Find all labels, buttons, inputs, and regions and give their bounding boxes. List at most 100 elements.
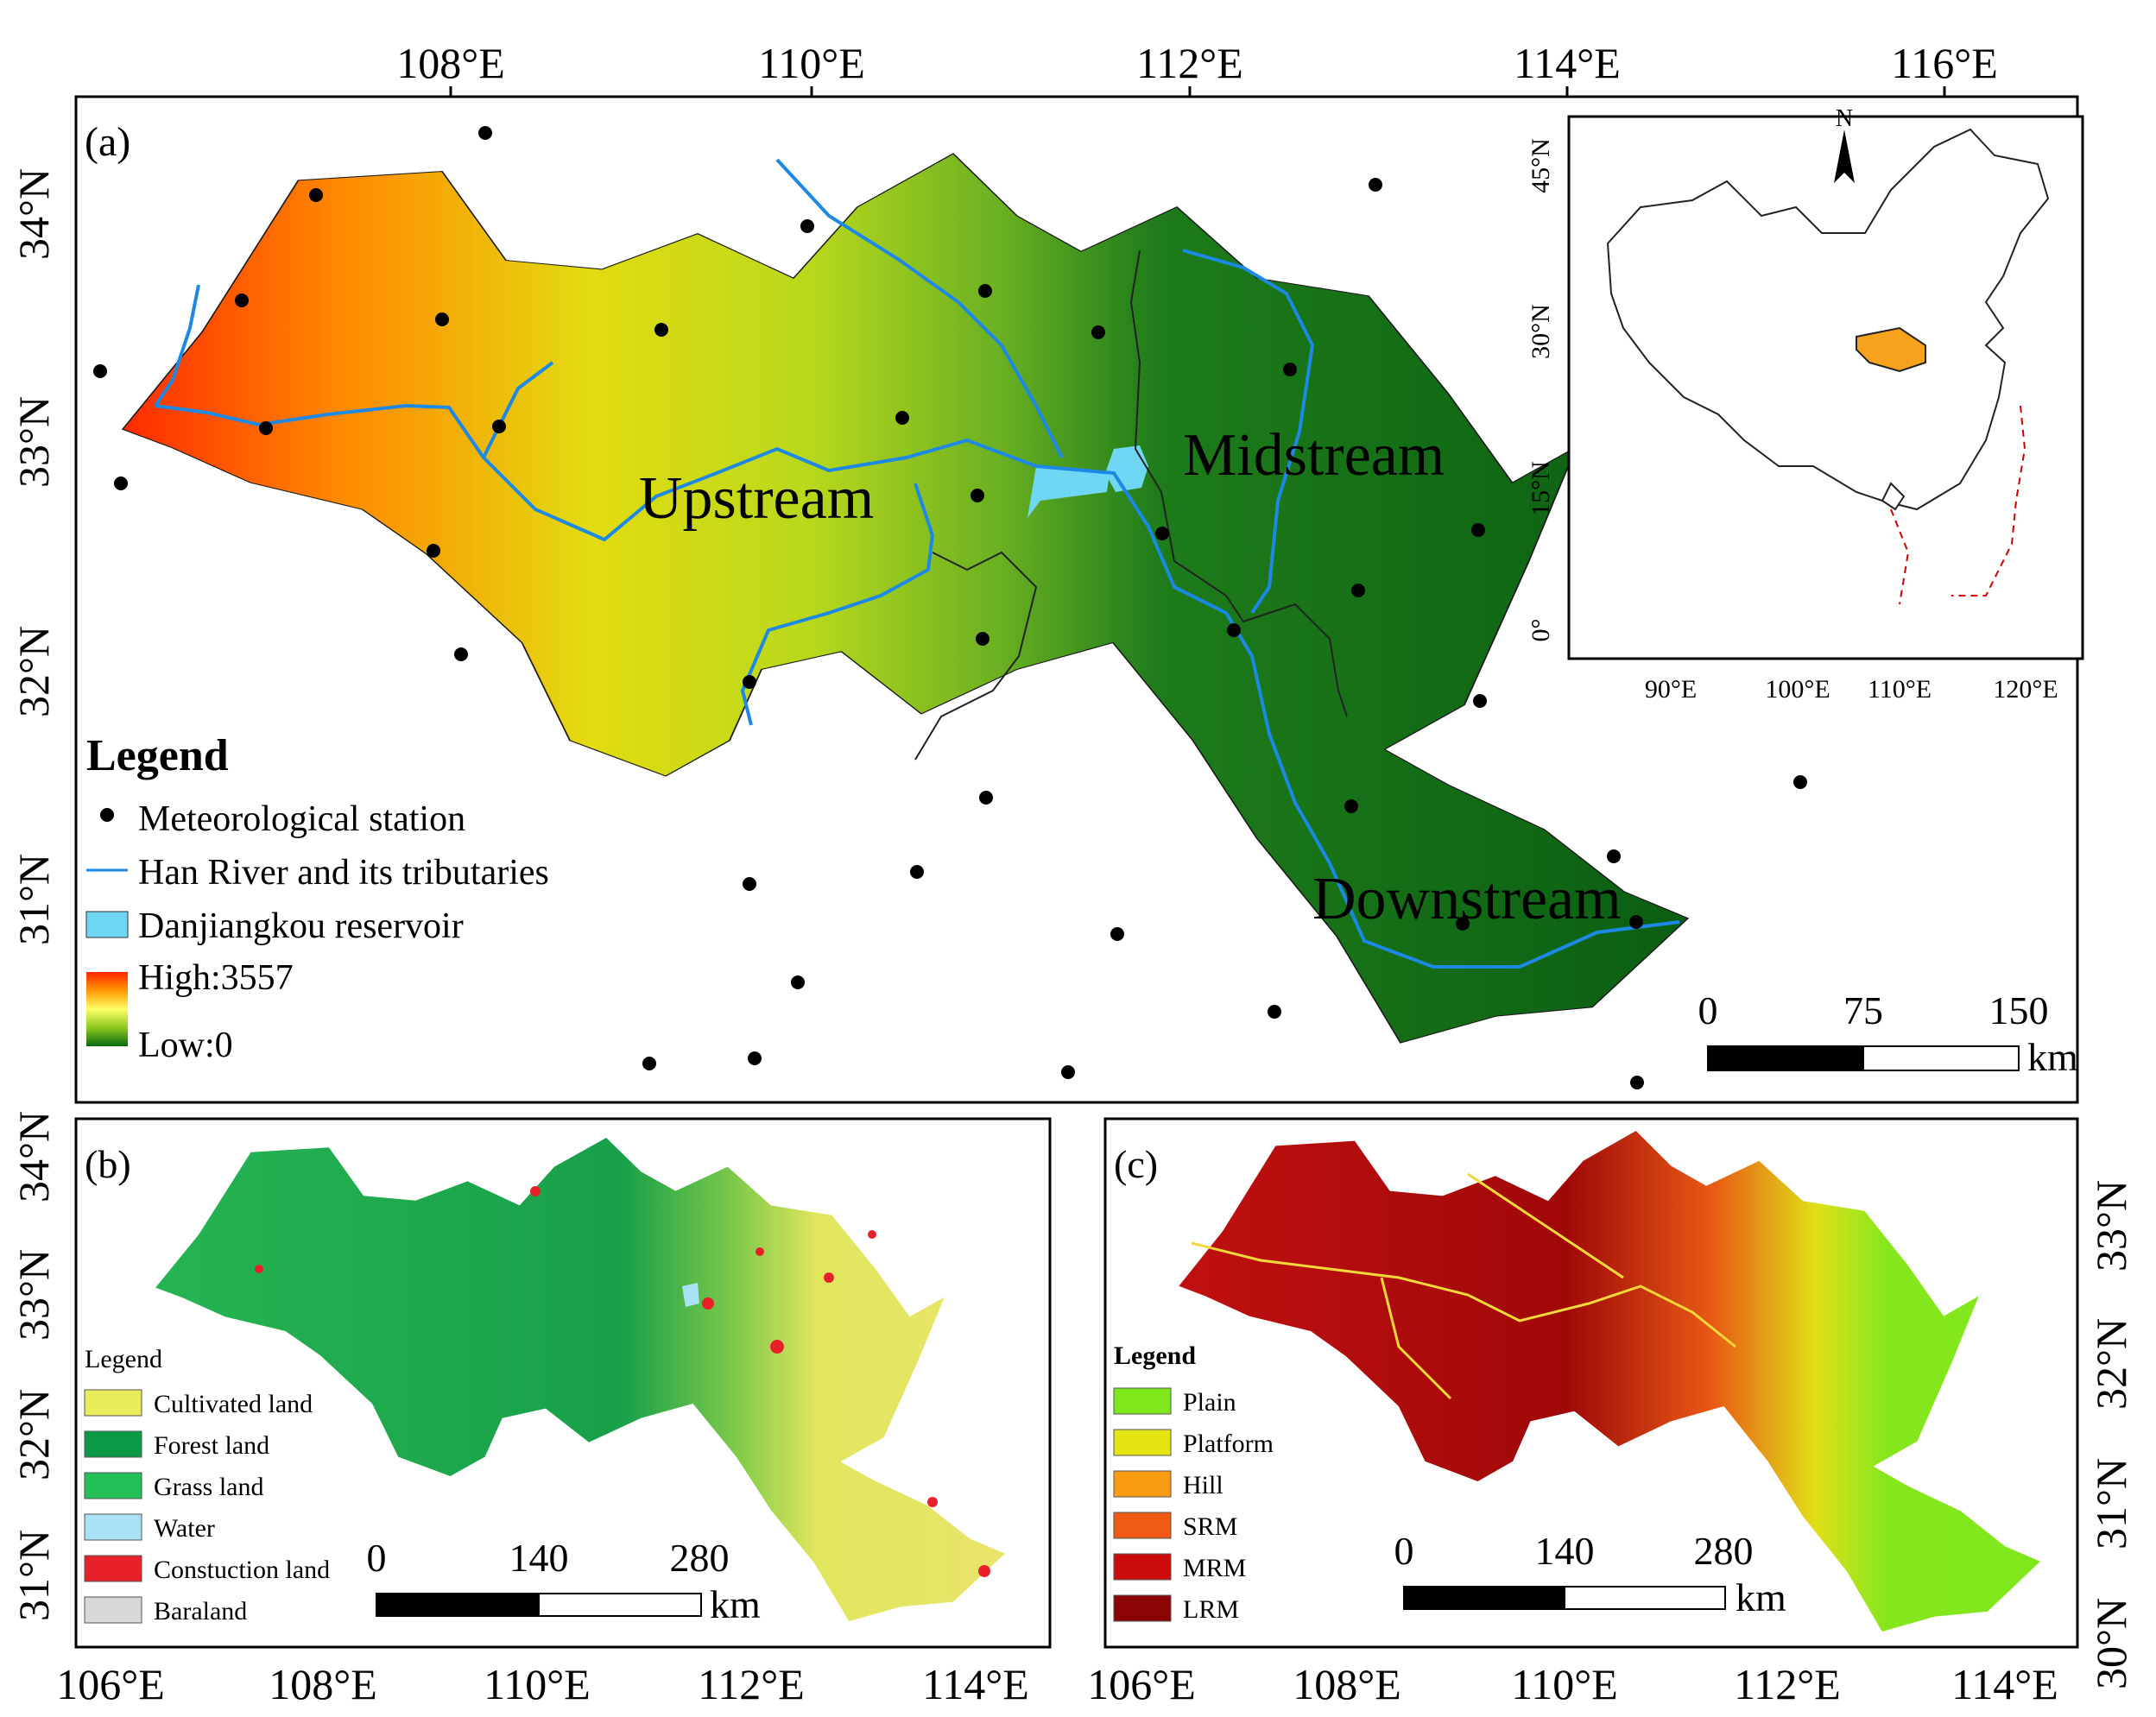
b-tick-114e: 114°E bbox=[922, 1660, 1029, 1708]
tick-33n: 33°N bbox=[9, 396, 58, 488]
tick-112e: 112°E bbox=[1136, 39, 1243, 87]
panel-b-scalebar: 0 140 280 km bbox=[367, 1536, 762, 1626]
b-tick-108e: 108°E bbox=[269, 1660, 377, 1708]
scale-a-0: 0 bbox=[1698, 988, 1718, 1032]
scale-a-75: 75 bbox=[1843, 988, 1883, 1032]
c-tick-108e: 108°E bbox=[1293, 1660, 1401, 1708]
inset-30n: 30°N bbox=[1527, 304, 1555, 359]
panel-c-label: (c) bbox=[1114, 1142, 1158, 1186]
panel-b-frame bbox=[74, 1117, 1052, 1649]
b-legend-item-swatch bbox=[84, 1555, 142, 1582]
panel-a-left-ticks: 34°N 33°N 32°N 31°N bbox=[9, 168, 58, 945]
b-legend-title: Legend bbox=[85, 1345, 162, 1373]
b-tick-110e: 110°E bbox=[484, 1660, 591, 1708]
scale-b-140: 140 bbox=[509, 1536, 569, 1580]
b-legend-item-label: Grass land bbox=[154, 1473, 263, 1501]
tick-114e: 114°E bbox=[1514, 39, 1621, 87]
legend-river: Han River and its tributaries bbox=[138, 853, 549, 893]
inset-0: 0° bbox=[1527, 619, 1555, 642]
b-tick-32n: 32°N bbox=[9, 1389, 58, 1480]
panel-a-top-ticks: 108°E 110°E 112°E 114°E 116°E bbox=[396, 39, 1998, 87]
c-legend-item-label: Platform bbox=[1183, 1430, 1274, 1458]
b-legend-item-label: Cultivated land bbox=[154, 1390, 313, 1418]
inset-90e: 90°E bbox=[1645, 675, 1697, 704]
b-legend-item-label: Water bbox=[154, 1514, 215, 1543]
scale-c-unit: km bbox=[1736, 1575, 1786, 1619]
scale-c-0: 0 bbox=[1394, 1529, 1414, 1573]
inset-15n: 15°N bbox=[1527, 461, 1555, 516]
legend-title: Legend bbox=[86, 731, 229, 780]
panel-a-scalebar: 0 75 150 km bbox=[1698, 988, 2079, 1079]
c-legend-item-label: Plain bbox=[1183, 1388, 1236, 1417]
scale-c-140: 140 bbox=[1535, 1529, 1595, 1573]
c-tick-32n: 32°N bbox=[2087, 1318, 2135, 1410]
c-tick-106e: 106°E bbox=[1087, 1660, 1196, 1708]
b-tick-31n: 31°N bbox=[9, 1530, 58, 1621]
stations bbox=[93, 126, 1807, 1089]
scale-b-0: 0 bbox=[367, 1536, 387, 1580]
c-legend-item-swatch bbox=[1113, 1512, 1172, 1539]
panel-a-label: (a) bbox=[85, 119, 130, 165]
reservoir-arm bbox=[1027, 466, 1110, 518]
b-legend-item-swatch bbox=[84, 1596, 142, 1624]
b-tick-106e: 106°E bbox=[56, 1660, 165, 1708]
c-legend-item-swatch bbox=[1113, 1470, 1172, 1498]
danjiangkou-reservoir bbox=[1105, 445, 1148, 492]
scale-a-150: 150 bbox=[1989, 988, 2049, 1032]
north-arrow-icon bbox=[1834, 129, 1855, 183]
c-legend-item-swatch bbox=[1113, 1553, 1172, 1581]
b-legend-item-swatch bbox=[84, 1430, 142, 1458]
tick-116e: 116°E bbox=[1891, 39, 1998, 87]
c-legend-item-label: Hill bbox=[1183, 1471, 1223, 1499]
c-legend-item-swatch bbox=[1113, 1429, 1172, 1456]
b-legend-item-swatch bbox=[84, 1389, 142, 1417]
tick-31n: 31°N bbox=[9, 854, 58, 945]
b-tick-34n: 34°N bbox=[9, 1111, 58, 1203]
c-legend-item-label: MRM bbox=[1183, 1554, 1246, 1582]
panel-b-left-ticks: 34°N 33°N 32°N 31°N bbox=[9, 1111, 58, 1621]
b-legend-item-swatch bbox=[84, 1513, 142, 1541]
c-tick-30n: 30°N bbox=[2087, 1598, 2135, 1689]
c-tick-31n: 31°N bbox=[2087, 1458, 2135, 1550]
tick-110e: 110°E bbox=[758, 39, 865, 87]
c-tick-110e: 110°E bbox=[1511, 1660, 1618, 1708]
panel-b-bottom-ticks: 106°E 108°E 110°E 112°E 114°E bbox=[56, 1660, 1029, 1708]
c-legend-item-swatch bbox=[1113, 1387, 1172, 1415]
panel-a: 108°E 110°E 112°E 114°E 116°E 34°N 33°N … bbox=[9, 39, 2083, 1102]
c-legend-title: Legend bbox=[1114, 1341, 1196, 1370]
inset-100e: 100°E bbox=[1765, 675, 1830, 704]
b-legend-item-label: Baraland bbox=[154, 1597, 247, 1625]
c-tick-112e: 112°E bbox=[1734, 1660, 1841, 1708]
panel-b-legend: Legend Cultivated land Forest land Grass l… bbox=[84, 1345, 330, 1625]
region-downstream: Downstream bbox=[1312, 866, 1622, 932]
scale-b-unit: km bbox=[710, 1582, 761, 1626]
panel-c-bottom-ticks: 106°E 108°E 110°E 112°E 114°E bbox=[1087, 1660, 2058, 1708]
legend-high: High:3557 bbox=[138, 958, 294, 998]
c-legend-item-label: LRM bbox=[1183, 1595, 1239, 1624]
panel-c-right-ticks: 33°N 32°N 31°N 30°N bbox=[2087, 1180, 2135, 1689]
dem-colorbar bbox=[86, 972, 128, 1046]
inset-45n: 45°N bbox=[1527, 138, 1555, 193]
tick-108e: 108°E bbox=[396, 39, 505, 87]
c-legend-item-swatch bbox=[1113, 1594, 1172, 1622]
panel-c-frame bbox=[1103, 1117, 2079, 1649]
inset-110e: 110°E bbox=[1868, 675, 1932, 704]
region-midstream: Midstream bbox=[1183, 422, 1445, 489]
north-label: N bbox=[1836, 105, 1853, 132]
scale-c-280: 280 bbox=[1694, 1529, 1754, 1573]
b-legend-item-swatch bbox=[84, 1472, 142, 1499]
legend-station: Meteorological station bbox=[138, 799, 465, 839]
panel-a-legend: Legend Meteorological station Han River … bbox=[85, 731, 549, 1065]
station-symbol bbox=[100, 808, 114, 822]
c-legend-item-label: SRM bbox=[1183, 1512, 1237, 1541]
legend-reservoir: Danjiangkou reservoir bbox=[138, 906, 464, 946]
china-inset: N 45°N 30°N 15°N 0° 90°E 100°E 110°E 120… bbox=[1527, 105, 2084, 704]
panel-c-scalebar: 0 140 280 km bbox=[1394, 1529, 1787, 1619]
c-legend-items: Plain Platform Hill SRM MRM LRM bbox=[1113, 1387, 1274, 1624]
b-tick-33n: 33°N bbox=[9, 1249, 58, 1341]
scale-b-280: 280 bbox=[670, 1536, 730, 1580]
c-tick-33n: 33°N bbox=[2087, 1180, 2135, 1272]
scale-a-unit: km bbox=[2027, 1035, 2078, 1079]
b-legend-item-label: Forest land bbox=[154, 1431, 269, 1460]
b-tick-112e: 112°E bbox=[698, 1660, 805, 1708]
